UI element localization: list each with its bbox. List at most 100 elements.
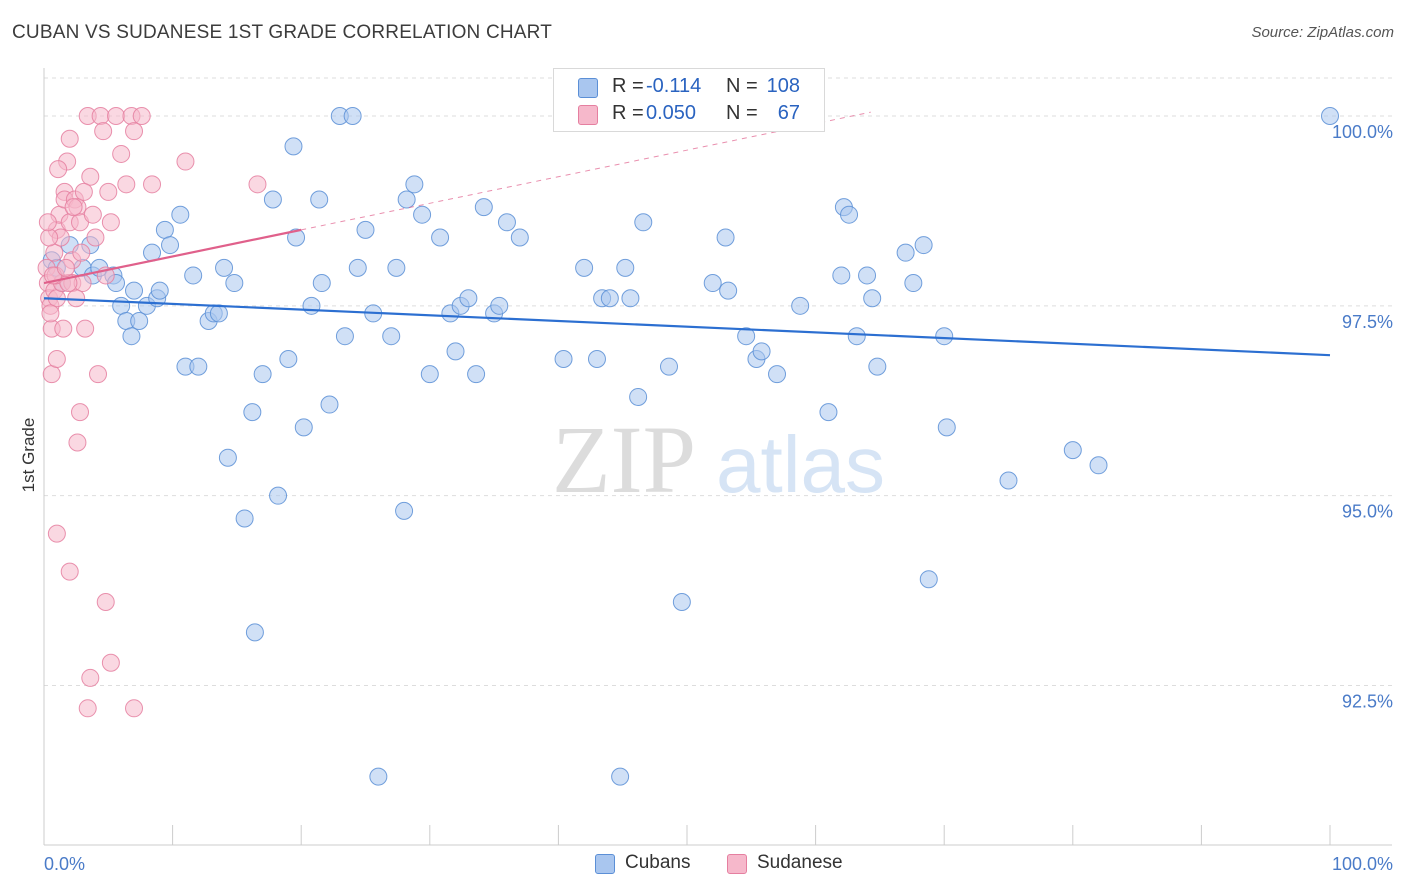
cubans-point[interactable] — [431, 228, 450, 247]
cubans-point[interactable] — [122, 327, 141, 346]
sudanese-point[interactable] — [107, 106, 126, 125]
cubans-point[interactable] — [335, 327, 354, 346]
cubans-point[interactable] — [215, 258, 234, 277]
sudanese-point[interactable] — [89, 365, 108, 384]
cubans-point[interactable] — [310, 190, 329, 209]
sudanese-point[interactable] — [68, 433, 87, 452]
cubans-point[interactable] — [287, 228, 306, 247]
cubans-point[interactable] — [716, 228, 735, 247]
cubans-point[interactable] — [382, 327, 401, 346]
cubans-point[interactable] — [904, 274, 923, 293]
cubans-point[interactable] — [320, 395, 339, 414]
cubans-point[interactable] — [420, 365, 439, 384]
sudanese-point[interactable] — [125, 699, 144, 718]
cubans-point[interactable] — [397, 190, 416, 209]
cubans-point[interactable] — [587, 349, 606, 368]
cubans-point[interactable] — [575, 258, 594, 277]
sudanese-point[interactable] — [125, 122, 144, 141]
cubans-point[interactable] — [413, 205, 432, 224]
cubans-point[interactable] — [312, 274, 331, 293]
cubans-point[interactable] — [840, 205, 859, 224]
cubans-point[interactable] — [218, 448, 237, 467]
sudanese-point[interactable] — [117, 175, 136, 194]
sudanese-point[interactable] — [49, 160, 68, 179]
cubans-point[interactable] — [459, 289, 478, 308]
cubans-point[interactable] — [302, 296, 321, 315]
cubans-point[interactable] — [863, 289, 882, 308]
cubans-point[interactable] — [474, 198, 493, 217]
sudanese-point[interactable] — [42, 365, 61, 384]
sudanese-point[interactable] — [54, 319, 73, 338]
cubans-point[interactable] — [659, 357, 678, 376]
cubans-point[interactable] — [263, 190, 282, 209]
cubans-point[interactable] — [235, 509, 254, 528]
cubans-point[interactable] — [130, 312, 149, 331]
cubans-point[interactable] — [395, 501, 414, 520]
cubans-point[interactable] — [600, 289, 619, 308]
cubans-point[interactable] — [868, 357, 887, 376]
cubans-point[interactable] — [616, 258, 635, 277]
cubans-point[interactable] — [634, 213, 653, 232]
sudanese-point[interactable] — [96, 592, 115, 611]
cubans-point[interactable] — [112, 296, 131, 315]
sudanese-point[interactable] — [60, 562, 79, 581]
cubans-point[interactable] — [269, 486, 288, 505]
cubans-point[interactable] — [611, 767, 630, 786]
cubans-point[interactable] — [919, 570, 938, 589]
cubans-point[interactable] — [369, 767, 388, 786]
cubans-point[interactable] — [279, 349, 298, 368]
cubans-point[interactable] — [243, 403, 262, 422]
cubans-point[interactable] — [847, 327, 866, 346]
cubans-point[interactable] — [1089, 456, 1108, 475]
sudanese-point[interactable] — [81, 668, 100, 687]
sudanese-point[interactable] — [86, 228, 105, 247]
sudanese-point[interactable] — [91, 106, 110, 125]
cubans-point[interactable] — [150, 281, 169, 300]
cubans-point[interactable] — [791, 296, 810, 315]
sudanese-point[interactable] — [83, 205, 102, 224]
cubans-point[interactable] — [554, 349, 573, 368]
cubans-point[interactable] — [284, 137, 303, 156]
cubans-point[interactable] — [999, 471, 1018, 490]
sudanese-point[interactable] — [94, 122, 113, 141]
sudanese-point[interactable] — [176, 152, 195, 171]
cubans-point[interactable] — [225, 274, 244, 293]
cubans-point[interactable] — [832, 266, 851, 285]
cubans-point[interactable] — [737, 327, 756, 346]
cubans-point[interactable] — [343, 106, 362, 125]
cubans-point[interactable] — [490, 296, 509, 315]
sudanese-point[interactable] — [41, 304, 60, 323]
sudanese-point[interactable] — [64, 198, 83, 217]
cubans-point[interactable] — [1321, 106, 1339, 125]
cubans-point[interactable] — [405, 175, 424, 194]
sudanese-point[interactable] — [74, 182, 93, 201]
sudanese-point[interactable] — [132, 106, 151, 125]
cubans-point[interactable] — [467, 365, 486, 384]
cubans-point[interactable] — [171, 205, 190, 224]
cubans-point[interactable] — [125, 281, 144, 300]
cubans-point[interactable] — [896, 243, 915, 262]
cubans-point[interactable] — [497, 213, 516, 232]
sudanese-point[interactable] — [101, 653, 120, 672]
sudanese-point[interactable] — [45, 243, 64, 262]
cubans-point[interactable] — [1063, 441, 1082, 460]
cubans-point[interactable] — [245, 623, 264, 642]
cubans-point[interactable] — [155, 220, 174, 239]
cubans-point[interactable] — [629, 387, 648, 406]
sudanese-point[interactable] — [143, 175, 162, 194]
sudanese-point[interactable] — [47, 349, 66, 368]
cubans-point[interactable] — [184, 266, 203, 285]
cubans-point[interactable] — [719, 281, 738, 300]
sudanese-point[interactable] — [72, 243, 91, 262]
sudanese-point[interactable] — [38, 213, 57, 232]
cubans-point[interactable] — [937, 418, 956, 437]
cubans-point[interactable] — [253, 365, 272, 384]
cubans-point[interactable] — [819, 403, 838, 422]
cubans-point[interactable] — [446, 342, 465, 361]
cubans-point[interactable] — [621, 289, 640, 308]
cubans-point[interactable] — [768, 365, 787, 384]
sudanese-point[interactable] — [60, 129, 79, 148]
sudanese-point[interactable] — [47, 524, 66, 543]
cubans-point[interactable] — [387, 258, 406, 277]
cubans-point[interactable] — [510, 228, 529, 247]
